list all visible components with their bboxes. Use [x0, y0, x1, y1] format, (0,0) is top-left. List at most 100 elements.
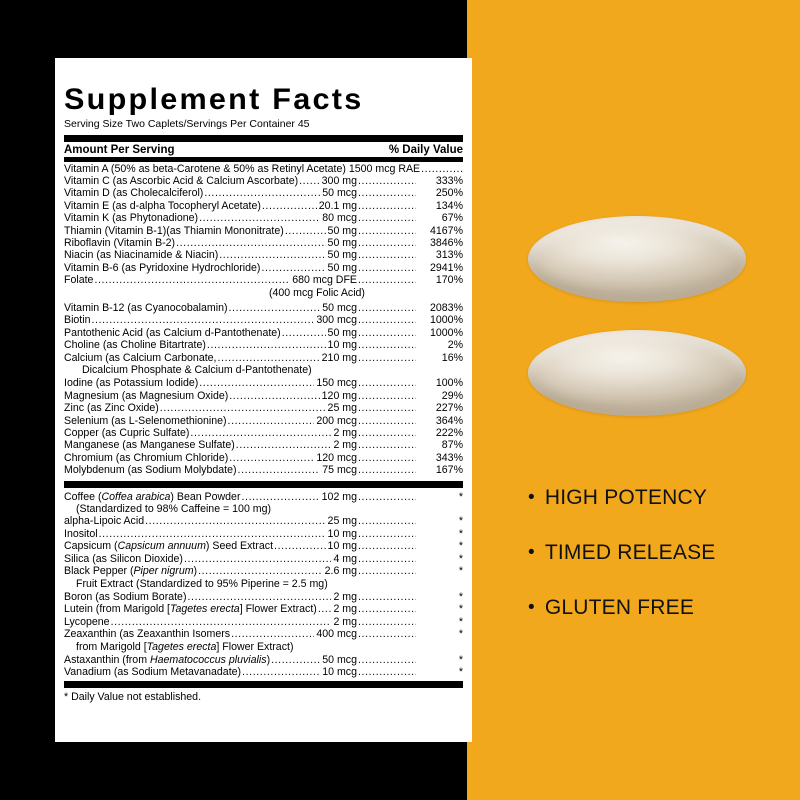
leader-dots: ........................................… — [176, 236, 325, 249]
ingredient-amount: 4 mg — [333, 552, 357, 565]
nutrient-row: Biotin..................................… — [64, 314, 463, 326]
nutrient-row: Copper (as Cupric Sulfate)..............… — [64, 427, 463, 439]
nutrient-daily-value: 167% — [435, 464, 463, 477]
nutrient-daily-value: * — [458, 666, 463, 679]
nutrient-amount: 2 mg — [333, 603, 357, 616]
nutrient-row: Boron (as Sodium Borate)................… — [64, 591, 463, 603]
nutrient-name: Vitamin B-12 (as Cyanocobalamin) — [64, 301, 228, 314]
leader-dots: ........................................… — [219, 249, 326, 262]
nutrient-row: Vitamin A (50% as beta-Carotene & 50% as… — [64, 163, 463, 175]
nutrient-amount: 10 mg — [327, 339, 357, 352]
nutrient-amount: 75 mcg — [322, 464, 357, 477]
ingredient-name-pre: Vanadium (as Sodium Metavanadate) — [64, 666, 242, 679]
leader-dots: ........................................… — [231, 628, 314, 641]
nutrient-daily-value: 2% — [447, 339, 463, 352]
ingredient-name-pre: Inositol — [64, 527, 98, 540]
leader-dots: ........................................… — [261, 199, 317, 212]
ingredient-daily-value: * — [458, 540, 463, 553]
nutrient-row: Folate..................................… — [64, 274, 463, 286]
nutrient-daily-value: * — [458, 628, 463, 641]
leader-dots-secondary: ................................... — [358, 666, 416, 679]
leader-dots-secondary: ................................... — [358, 326, 416, 339]
leader-dots-secondary: ................................... — [358, 249, 416, 262]
leader-dots: ........................................… — [110, 615, 332, 628]
ingredient-name-pre: Zeaxanthin (as Zeaxanthin Isomers — [64, 628, 231, 641]
ingredient-amount: 10 mg — [327, 540, 357, 553]
leader-dots-secondary: ................................... — [358, 565, 416, 578]
ingredient-name-pre: Capsicum ( — [64, 540, 118, 553]
ingredient-name-post: ) Bean Powder — [170, 490, 241, 503]
ingredient-row: Inositol................................… — [64, 528, 463, 540]
leader-dots-secondary: ................................... — [358, 187, 416, 200]
nutrient-daily-value: 250% — [435, 187, 463, 200]
nutrient-row: Manganese (as Manganese Sulfate)........… — [64, 439, 463, 451]
ingredient-name-pre: Lycopene — [64, 615, 110, 628]
nutrient-name: Boron (as Sodium Borate) — [64, 591, 186, 603]
nutrient-name: Vitamin K (as Phytonadione) — [64, 212, 199, 225]
ingredient-latin-name: Capsicum annuum — [117, 540, 206, 553]
nutrient-row: Vitamin D (as Cholecalciferol)..........… — [64, 187, 463, 199]
leader-dots-secondary: ................................... — [358, 527, 416, 540]
leader-dots: ........................................… — [183, 552, 332, 565]
ingredient-name-pre: Lutein (from Marigold [ — [64, 603, 170, 616]
leader-dots: ........................................… — [204, 187, 320, 200]
nutrient-daily-value: 313% — [435, 249, 463, 262]
ingredient-name-pre: Astaxanthin (from — [64, 653, 150, 666]
nutrient-amount: 120 mcg — [316, 451, 357, 464]
nutrient-name: Iodine (as Potassium Iodide) — [64, 377, 199, 390]
feature-item-1: • TIMED RELEASE — [528, 525, 788, 580]
nutrient-daily-value: 1000% — [430, 326, 463, 339]
nutrient-name: Astaxanthin (from Haematococcus pluviali… — [64, 654, 270, 666]
feature-label: HIGH POTENCY — [544, 485, 708, 509]
nutrient-name: Thiamin (Vitamin B-1)(as Thiamin Mononit… — [64, 224, 284, 237]
nutrient-daily-value: 227% — [435, 402, 463, 415]
nutrient-row: Calcium (as Calcium Carbonate,..........… — [64, 352, 463, 364]
nutrient-amount: 120 mg — [321, 389, 357, 402]
nutrient-daily-value: 1000% — [430, 314, 463, 327]
vitamins-row-group-2: Vitamin B-12 (as Cyanocobalamin)........… — [64, 301, 463, 364]
nutrient-row: Niacin (as Niacinamide & Niacin)........… — [64, 249, 463, 261]
bullet-icon: • — [528, 597, 535, 618]
leader-dots: ........................................… — [241, 490, 320, 503]
ingredient-name: Capsicum (Capsicum annuum) Seed Extract — [64, 540, 273, 552]
leader-dots: ........................................… — [274, 540, 326, 553]
nutrient-name: Selenium (as L-Selenomethionine) — [64, 414, 227, 427]
leader-dots: ........................................… — [281, 326, 326, 339]
nutrient-row: Selenium (as L-Selenomethionine)........… — [64, 415, 463, 427]
leader-dots: ........................................… — [242, 666, 321, 679]
nutrient-amount: 50 mg — [327, 224, 357, 237]
nutrient-amount: 2 mg — [333, 427, 357, 440]
nutrient-row: Vitamin K (as Phytonadione).............… — [64, 212, 463, 224]
nutrient-amount: 50 mg — [327, 236, 357, 249]
nutrient-daily-value: 87% — [441, 439, 463, 452]
ingredient-latin-name: Tagetes erecta — [169, 603, 240, 616]
nutrient-daily-value: 29% — [441, 389, 463, 402]
leader-dots-secondary: ................................... — [358, 224, 416, 237]
nutrient-daily-value: 170% — [435, 274, 463, 287]
ingredient-daily-value: * — [458, 490, 463, 503]
bullet-icon: • — [528, 542, 535, 563]
leader-dots: ........................................… — [317, 603, 332, 616]
leader-dots-secondary: ................................... — [358, 540, 416, 553]
nutrient-name: Copper (as Cupric Sulfate) — [64, 427, 190, 440]
ingredient-name-post: ) Seed Extract — [205, 540, 274, 553]
divider-bottom-thick — [64, 680, 463, 688]
nutrient-row: Vitamin E (as d-alpha Tocopheryl Acetate… — [64, 200, 463, 212]
leader-dots-secondary: ................................... — [358, 628, 416, 641]
nutrient-name: Zinc (as Zinc Oxide) — [64, 402, 159, 415]
botanical-row-group-a: Coffee (Coffea arabica) Bean Powder.....… — [64, 490, 463, 590]
nutrient-row: Riboflavin (Vitamin B-2)................… — [64, 237, 463, 249]
folate-sub-note: (400 mcg Folic Acid) — [269, 286, 365, 299]
header-percent-daily-value: % Daily Value — [388, 143, 463, 156]
nutrient-amount: 2 mg — [333, 439, 357, 452]
nutrient-row: Vitamin B-12 (as Cyanocobalamin)........… — [64, 302, 463, 314]
leader-dots: ........................................… — [217, 351, 320, 364]
nutrient-name: Vitamin B-6 (as Pyridoxine Hydrochloride… — [64, 261, 261, 274]
nutrient-daily-value: 364% — [435, 414, 463, 427]
leader-dots: ........................................… — [237, 464, 321, 477]
nutrient-amount: 300 mcg — [316, 314, 357, 327]
nutrient-amount: 300 mg — [321, 174, 357, 187]
leader-dots-secondary: ................................... — [421, 162, 463, 175]
nutrient-daily-value: 343% — [435, 451, 463, 464]
